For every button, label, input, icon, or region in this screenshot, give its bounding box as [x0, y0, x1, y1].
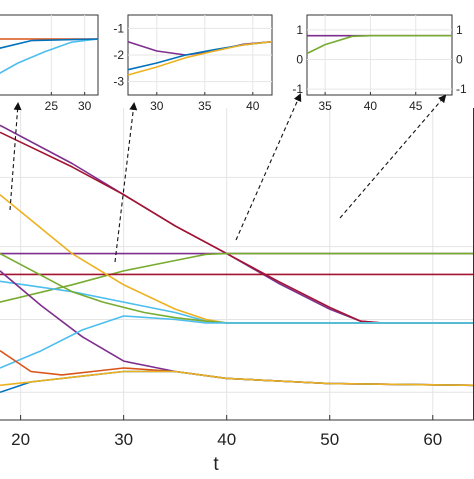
- inset-2: 30 35 40 -1 -2 -3: [113, 14, 273, 113]
- inset-3-frame: [306, 14, 453, 96]
- inset-3: 35 40 45 1 0 -1 1 0 -1: [292, 14, 467, 113]
- main-series-line-10: [0, 350, 474, 387]
- inset-2-series-line-2: [127, 40, 273, 76]
- main-xtick-label-2: 40: [217, 430, 236, 449]
- main-xtick-label-3: 50: [320, 430, 339, 449]
- inset-pointer-arrow-2: [235, 93, 302, 241]
- inset-3-ytick-label-1: 0: [296, 52, 303, 66]
- inset-3-xtick-label-1: 40: [364, 99, 378, 113]
- inset-1-xtick-label-0: 25: [45, 99, 59, 113]
- inset-2-ytick-label-1: -2: [113, 48, 124, 62]
- main-series-line-6: [0, 280, 474, 324]
- inset-2-xtick-label-0: 30: [150, 99, 164, 113]
- inset-2-xtick-label-1: 35: [198, 99, 212, 113]
- main-xlabel: t: [213, 454, 219, 474]
- main-series-line-0: [0, 124, 474, 324]
- inset-1-series-line-2: [0, 38, 99, 49]
- inset-pointer-arrow-1: [114, 102, 138, 263]
- main-xtick-label-1: 30: [114, 430, 133, 449]
- main-series-line-1: [0, 131, 474, 324]
- main-xtick-label-0: 20: [11, 430, 30, 449]
- inset-2-ytick-label-0: -1: [113, 21, 124, 35]
- inset-pointer-arrow-3: [339, 94, 447, 219]
- main-series-line-8: [0, 270, 474, 387]
- inset-3-ytick-right-label-2: -1: [456, 82, 467, 96]
- inset-3-xtick-label-0: 35: [318, 99, 332, 113]
- inset-3-ytick-label-0: 1: [296, 23, 303, 37]
- main-series-line-7: [0, 252, 474, 324]
- inset-3-series-line-1: [306, 34, 452, 55]
- main-plot: 20 30 40 50 60 t: [0, 108, 474, 475]
- inset-3-xtick-label-2: 45: [409, 99, 423, 113]
- inset-2-xtick-label-2: 40: [246, 99, 260, 113]
- inset-1-series-line-1: [0, 38, 99, 74]
- inset-pointer-arrow-0: [9, 102, 22, 211]
- inset-3-ytick-label-2: -1: [292, 82, 303, 96]
- inset-3-ytick-right-label-1: 0: [456, 52, 463, 66]
- inset-1-xtick-label-1: 30: [78, 99, 92, 113]
- inset-3-ytick-right-label-0: 1: [456, 23, 463, 37]
- inset-2-ytick-label-2: -3: [113, 75, 124, 89]
- inset-1: 25 30: [0, 14, 99, 113]
- main-series-line-3: [0, 252, 474, 303]
- main-xtick-label-4: 60: [423, 430, 442, 449]
- main-series-line-9: [0, 315, 474, 369]
- inset-1-frame: [0, 14, 99, 96]
- main-series-line-12: [0, 370, 474, 387]
